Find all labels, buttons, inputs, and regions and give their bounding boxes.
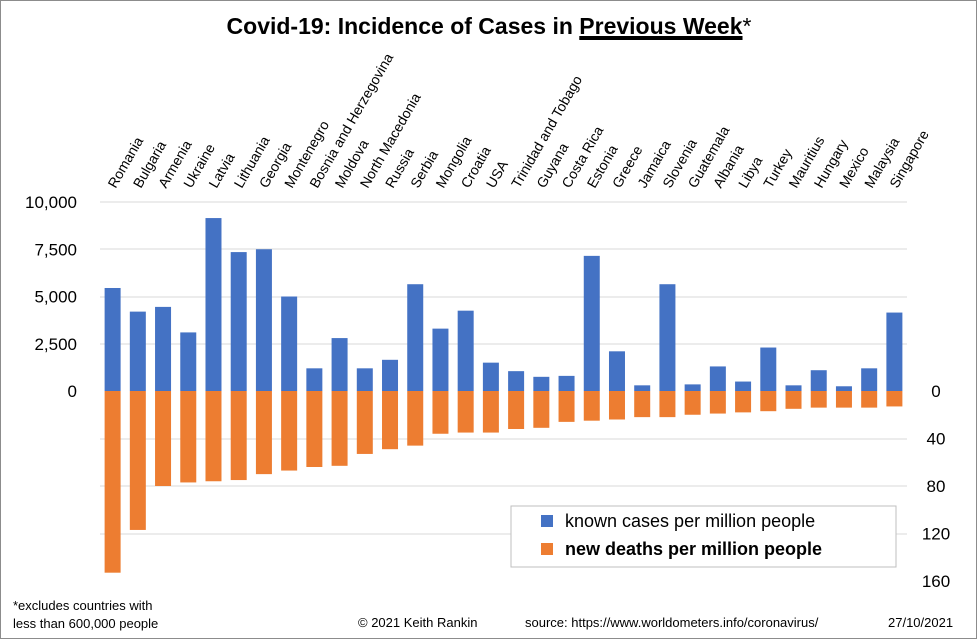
bar-deaths <box>407 391 424 446</box>
bar-deaths <box>457 391 474 433</box>
bar-cases <box>104 287 121 391</box>
bar-deaths <box>810 391 827 408</box>
bar-cases <box>129 311 146 391</box>
bar-deaths <box>835 391 852 408</box>
bar-deaths <box>709 391 726 414</box>
bar-cases <box>407 284 424 391</box>
bar-deaths <box>508 391 525 429</box>
bar-cases <box>785 385 802 391</box>
bar-deaths <box>634 391 651 418</box>
bar-cases <box>508 371 525 391</box>
bar-deaths <box>356 391 373 454</box>
bar-cases <box>735 381 752 391</box>
bar-cases <box>583 255 600 391</box>
legend: known cases per million people new death… <box>510 505 897 568</box>
bar-deaths <box>331 391 348 466</box>
bar-cases <box>482 362 499 391</box>
bar-cases <box>810 370 827 391</box>
bar-deaths <box>230 391 247 481</box>
bar-cases <box>886 312 903 391</box>
footnote-line-2: less than 600,000 people <box>13 616 158 631</box>
bar-deaths <box>432 391 449 434</box>
bar-cases <box>331 338 348 391</box>
bar-cases <box>281 296 298 391</box>
bar-deaths <box>886 391 903 407</box>
right-tick-label: 40 <box>927 430 946 449</box>
bar-cases <box>634 385 651 391</box>
bar-deaths <box>281 391 298 471</box>
bar-cases <box>684 384 701 391</box>
source-note: source: https://www.worldometers.info/co… <box>525 615 819 630</box>
bar-deaths <box>482 391 499 433</box>
legend-box <box>510 505 897 568</box>
right-tick-label: 120 <box>922 525 950 544</box>
bar-cases <box>356 368 373 391</box>
bar-deaths <box>558 391 575 422</box>
footnote-line-1: *excludes countries with <box>13 598 152 613</box>
bar-cases <box>432 328 449 391</box>
copyright-note: © 2021 Keith Rankin <box>358 615 477 630</box>
left-tick-label: 5,000 <box>34 288 77 307</box>
right-tick-label: 80 <box>927 477 946 496</box>
left-tick-label: 0 <box>68 382 77 401</box>
bar-cases <box>230 252 247 391</box>
bar-deaths <box>255 391 272 475</box>
legend-label-deaths: new deaths per million people <box>565 539 822 559</box>
left-axis: 10,000 7,500 5,000 2,500 0 <box>25 193 77 401</box>
date-note: 27/10/2021 <box>888 615 953 630</box>
bar-deaths <box>155 391 172 486</box>
bar-cases <box>533 376 550 391</box>
bar-cases <box>835 386 852 391</box>
bar-cases <box>659 284 676 391</box>
right-tick-label: 160 <box>922 572 950 591</box>
bar-cases <box>180 332 197 391</box>
bar-deaths <box>583 391 600 421</box>
bar-deaths <box>861 391 878 408</box>
chart-title-emphasis: Previous Week <box>579 13 742 39</box>
bar-cases <box>255 249 272 391</box>
bar-deaths <box>608 391 625 420</box>
bar-deaths <box>760 391 777 412</box>
chart-title: Covid-19: Incidence of Cases in Previous… <box>227 13 752 39</box>
bar-deaths <box>306 391 323 467</box>
bar-cases <box>608 351 625 391</box>
bar-cases <box>558 375 575 391</box>
bar-cases <box>306 368 323 391</box>
bar-deaths <box>684 391 701 415</box>
bar-cases <box>457 310 474 391</box>
left-tick-label: 2,500 <box>34 335 77 354</box>
left-tick-label: 10,000 <box>25 193 77 212</box>
bar-deaths <box>129 391 146 530</box>
legend-swatch-deaths <box>541 543 553 555</box>
bar-cases <box>155 306 172 391</box>
bar-deaths <box>659 391 676 418</box>
bar-deaths <box>785 391 802 409</box>
bar-deaths <box>180 391 197 483</box>
left-tick-label: 7,500 <box>34 240 77 259</box>
chart-title-prefix: Covid-19: Incidence of Cases in <box>227 13 580 39</box>
right-tick-label: 0 <box>931 382 940 401</box>
bar-cases <box>861 368 878 391</box>
right-axis: 0 40 80 120 160 <box>922 382 950 591</box>
bar-deaths <box>104 391 121 573</box>
bar-cases <box>709 366 726 391</box>
bar-deaths <box>533 391 550 428</box>
bars-layer <box>104 218 903 573</box>
bar-deaths <box>735 391 752 413</box>
chart-title-suffix: * <box>743 13 752 39</box>
bar-deaths <box>382 391 399 450</box>
category-labels: RomaniaBulgariaArmeniaUkraineLatviaLithu… <box>104 50 932 190</box>
bar-deaths <box>205 391 222 482</box>
bar-cases <box>760 347 777 391</box>
legend-swatch-cases <box>541 515 553 527</box>
bar-cases <box>205 218 222 391</box>
legend-label-cases: known cases per million people <box>565 511 815 531</box>
bar-cases <box>382 359 399 391</box>
